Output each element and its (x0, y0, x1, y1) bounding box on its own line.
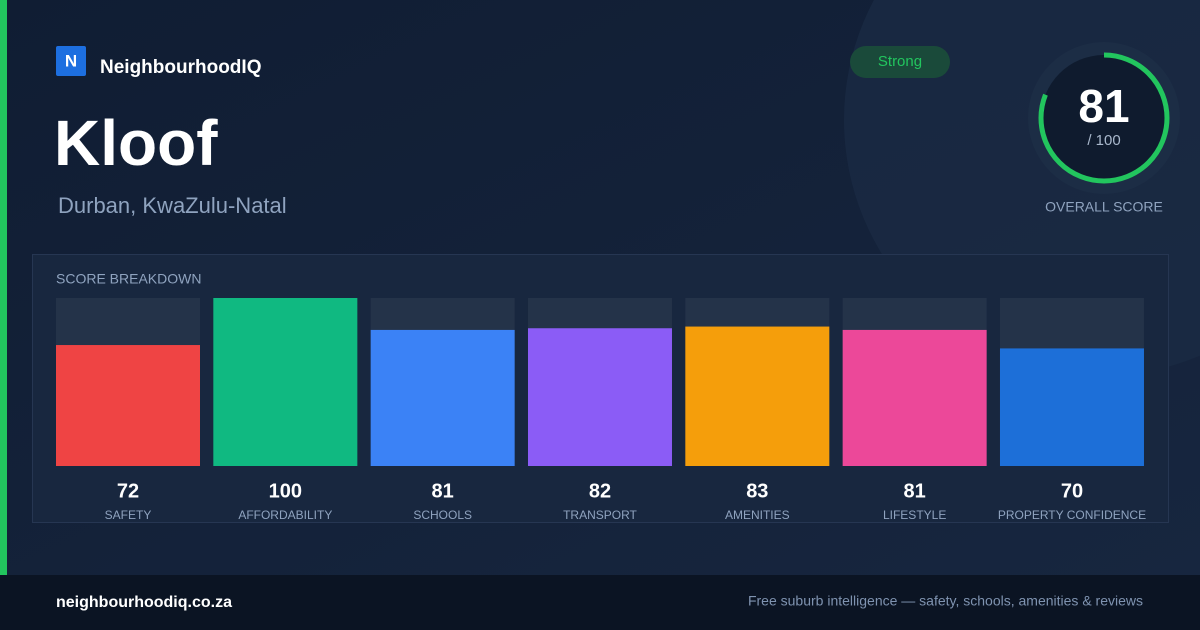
value-label: 82 (589, 480, 611, 502)
bar (56, 345, 200, 466)
score-ring (1038, 52, 1170, 184)
logo-box (56, 46, 86, 76)
value-label: 70 (1061, 480, 1083, 502)
category-label: AMENITIES (725, 508, 790, 522)
bar (685, 326, 830, 466)
category-label: SAFETY (105, 508, 152, 522)
place-subtitle: Durban, KwaZulu-Natal (58, 193, 287, 218)
bar (999, 348, 1144, 466)
score-ring-inner (1041, 55, 1167, 181)
value-label: 100 (269, 480, 302, 502)
brand-name: NeighbourhoodIQ (100, 57, 261, 78)
bar (527, 328, 672, 466)
footer-domain: neighbourhoodiq.co.za (56, 594, 232, 611)
category-label: PROPERTY CONFIDENCE (998, 508, 1146, 522)
logo-letter: N (65, 51, 77, 70)
bar (213, 298, 358, 466)
bar (842, 329, 987, 466)
badge-text: Strong (878, 53, 922, 70)
value-label: 72 (117, 480, 139, 502)
chart-title: SCORE BREAKDOWN (56, 271, 201, 287)
category-label: AFFORDABILITY (238, 508, 332, 522)
category-label: TRANSPORT (563, 508, 637, 522)
badge (850, 46, 950, 78)
category-label: SCHOOLS (413, 508, 472, 522)
accent-stripe (0, 0, 7, 575)
category-label: LIFESTYLE (883, 508, 946, 522)
value-label: 81 (904, 480, 926, 502)
value-label: 81 (432, 480, 454, 502)
bar (370, 329, 515, 466)
value-label: 83 (746, 480, 768, 502)
overall-score: 81 (1078, 80, 1129, 132)
footer-tagline: Free suburb intelligence — safety, schoo… (748, 593, 1143, 609)
overall-label: OVERALL SCORE (1045, 199, 1163, 215)
place-title: Kloof (54, 107, 218, 179)
footer-bar (0, 575, 1200, 630)
overall-score-of: / 100 (1087, 132, 1120, 149)
